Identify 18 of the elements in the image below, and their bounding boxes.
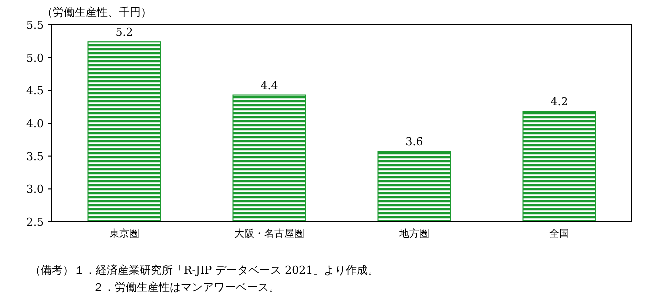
y-tick-label: 3.0 — [26, 183, 44, 196]
y-tick-label: 3.5 — [26, 150, 44, 164]
y-tick-label: 2.5 — [26, 216, 44, 229]
y-tick-label: 4.5 — [26, 84, 44, 98]
x-tick-label: 地方圏 — [398, 228, 430, 240]
data-label: 4.2 — [550, 96, 568, 109]
x-tick-label: 全国 — [550, 228, 570, 240]
y-axis-title: （労働生産性、千円） — [42, 6, 152, 19]
text: ２．労働生産性はマンアワーベース。 — [93, 281, 280, 294]
y-tick-label: 5.5 — [26, 19, 44, 32]
y-tick-label: 4.0 — [26, 118, 44, 130]
text: （備考）１．経済産業研究所「R-JIP データベース 2021」より作成。 — [30, 264, 380, 277]
x-tick-label: 大阪・名古屋圏 — [234, 228, 304, 240]
data-label: 5.2 — [116, 26, 134, 40]
data-label: 4.4 — [260, 79, 278, 92]
x-tick-label: 東京圏 — [110, 228, 140, 240]
data-label: 3.6 — [406, 136, 424, 149]
y-tick-label: 5.0 — [26, 52, 44, 65]
